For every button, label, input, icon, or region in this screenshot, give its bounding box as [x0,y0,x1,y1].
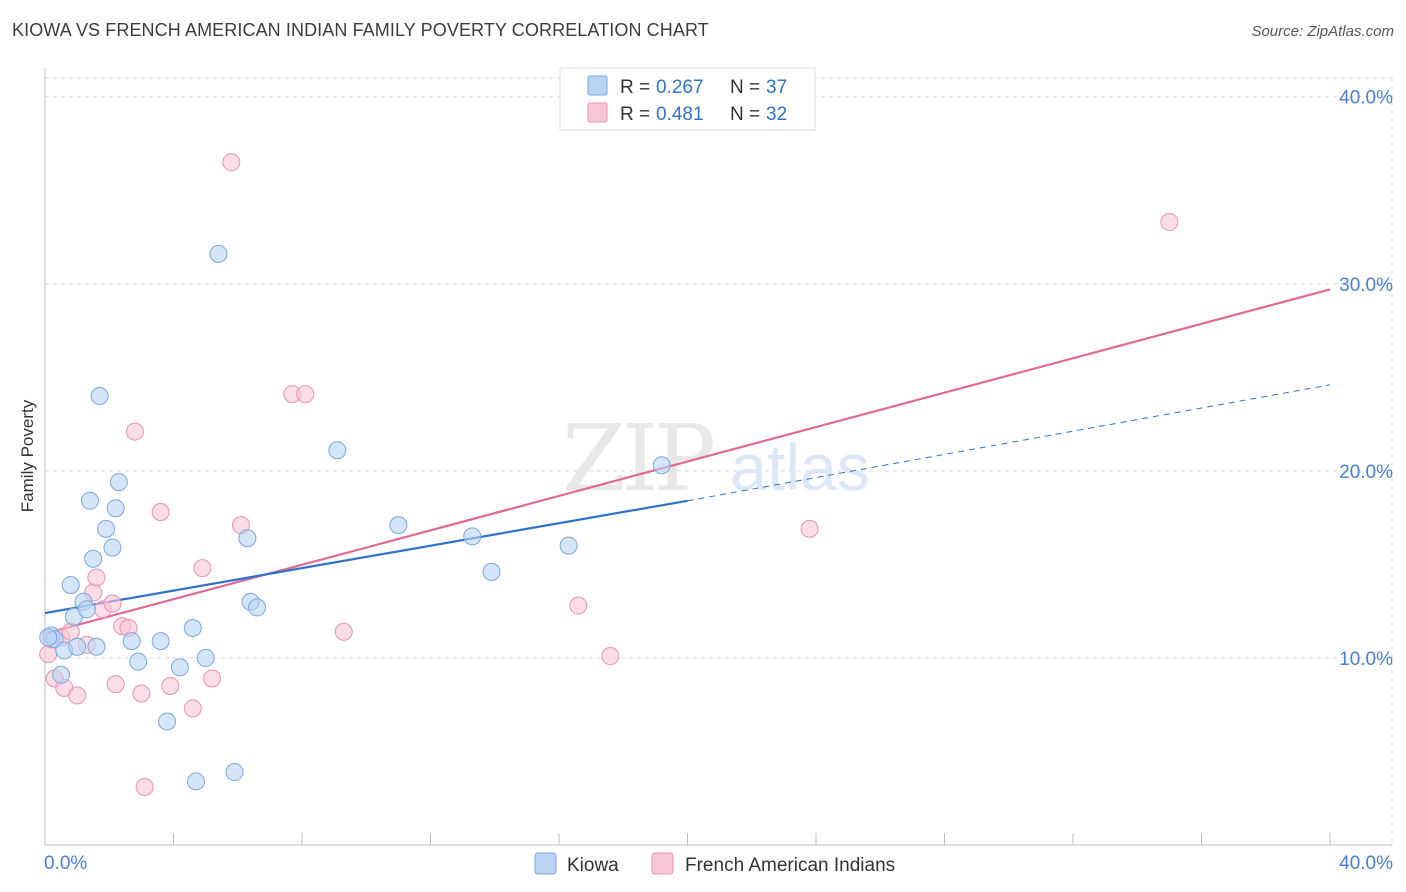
kiowa-point [209,244,228,263]
kiowa-point [109,473,128,492]
watermark: ZIP atlas [562,405,870,512]
kiowa-point [482,562,501,581]
correlation-legend: R = 0.267 N = 37 R = 0.481 N = 32 [559,67,816,131]
kiowa-point [196,648,215,667]
data-points [39,153,1179,797]
french-point [334,622,353,641]
x-tick-label-min: 0.0% [44,853,87,874]
legend-r-value: 0.267 [656,77,704,98]
kiowa-trend-line [44,499,688,615]
french-point [125,422,144,441]
legend-r-label: R = [620,77,650,98]
kiowa-point [103,538,122,557]
y-tick-label: 20.0% [1339,462,1393,483]
legend-r-label: R = [620,104,650,125]
kiowa-trend-extension [687,384,1331,502]
french-point [68,686,87,705]
kiowa-point [106,499,125,518]
kiowa-point [80,491,99,510]
trend-lines [44,288,1331,635]
french-point [151,503,170,522]
kiowa-point [158,712,177,731]
kiowa-point [97,519,116,538]
french-point [569,596,588,615]
kiowa-point [90,387,109,406]
kiowa-point [122,632,141,651]
french-point [1160,213,1179,232]
kiowa-point [183,618,202,637]
french-point [203,669,222,688]
kiowa-point [652,456,671,475]
legend-swatch-french [587,102,608,123]
french-point [135,778,154,797]
grid-layer [45,77,1393,845]
french-point [183,699,202,718]
kiowa-point [77,600,96,619]
french-point [193,559,212,578]
french-point [222,153,241,172]
y-tick-label: 40.0% [1339,88,1393,109]
y-tick-label: 30.0% [1339,275,1393,296]
french-trend-line [44,288,1331,635]
chart-title: KIOWA VS FRENCH AMERICAN INDIAN FAMILY P… [12,20,709,40]
series-legend-swatch-kiowa [534,852,557,875]
watermark-atlas: atlas [730,430,869,504]
series-legend-kiowa: Kiowa [567,855,619,876]
french-point [61,622,80,641]
french-point [132,684,151,703]
kiowa-point [225,763,244,782]
kiowa-point [39,628,58,647]
axes-layer [44,68,1392,846]
kiowa-point [84,549,103,568]
kiowa-point [559,536,578,555]
series-legend-french: French American Indians [685,855,895,876]
kiowa-point [248,598,267,617]
legend-n-label: N = [730,77,760,98]
legend-n-value: 32 [766,104,787,125]
french-point [296,385,315,404]
kiowa-point [238,529,257,548]
watermark-zip: ZIP [562,405,713,512]
legend-r-value: 0.481 [656,104,704,125]
kiowa-point [52,665,71,684]
kiowa-point [170,658,189,677]
source-label: Source: ZipAtlas.com [1251,23,1394,40]
kiowa-point [463,527,482,546]
legend-n-label: N = [730,104,760,125]
kiowa-point [151,632,170,651]
y-tick-label: 10.0% [1339,649,1393,670]
kiowa-point [328,441,347,460]
french-point [103,594,122,613]
x-tick-label-max: 40.0% [1339,853,1393,874]
legend-n-value: 37 [766,77,787,98]
legend-swatch-kiowa [587,75,608,96]
series-legend: Kiowa French American Indians [534,852,895,876]
french-point [601,647,620,666]
kiowa-point [87,637,106,656]
french-point [87,568,106,587]
french-point [39,645,58,664]
kiowa-point [186,772,205,791]
kiowa-point [389,516,408,535]
kiowa-point [129,652,148,671]
kiowa-point [68,637,87,656]
kiowa-point [61,575,80,594]
series-legend-swatch-french [651,852,674,875]
french-point [161,676,180,695]
french-point [800,519,819,538]
tick-labels: 10.0% 20.0% 30.0% 40.0% 0.0% 40.0% [44,88,1393,874]
french-point [106,675,125,694]
